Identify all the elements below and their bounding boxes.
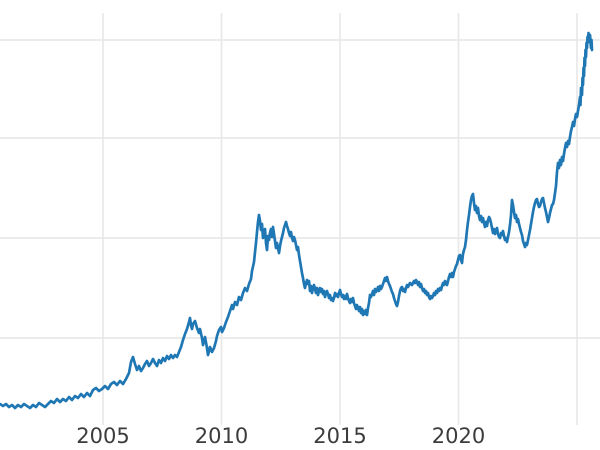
x-tick-label-2015: 2015 (313, 424, 367, 448)
x-tick-label-2020: 2020 (431, 424, 486, 448)
x-tick-label-2005: 2005 (76, 424, 130, 448)
price-line (0, 31, 594, 410)
x-tick-label-2010: 2010 (194, 424, 249, 448)
